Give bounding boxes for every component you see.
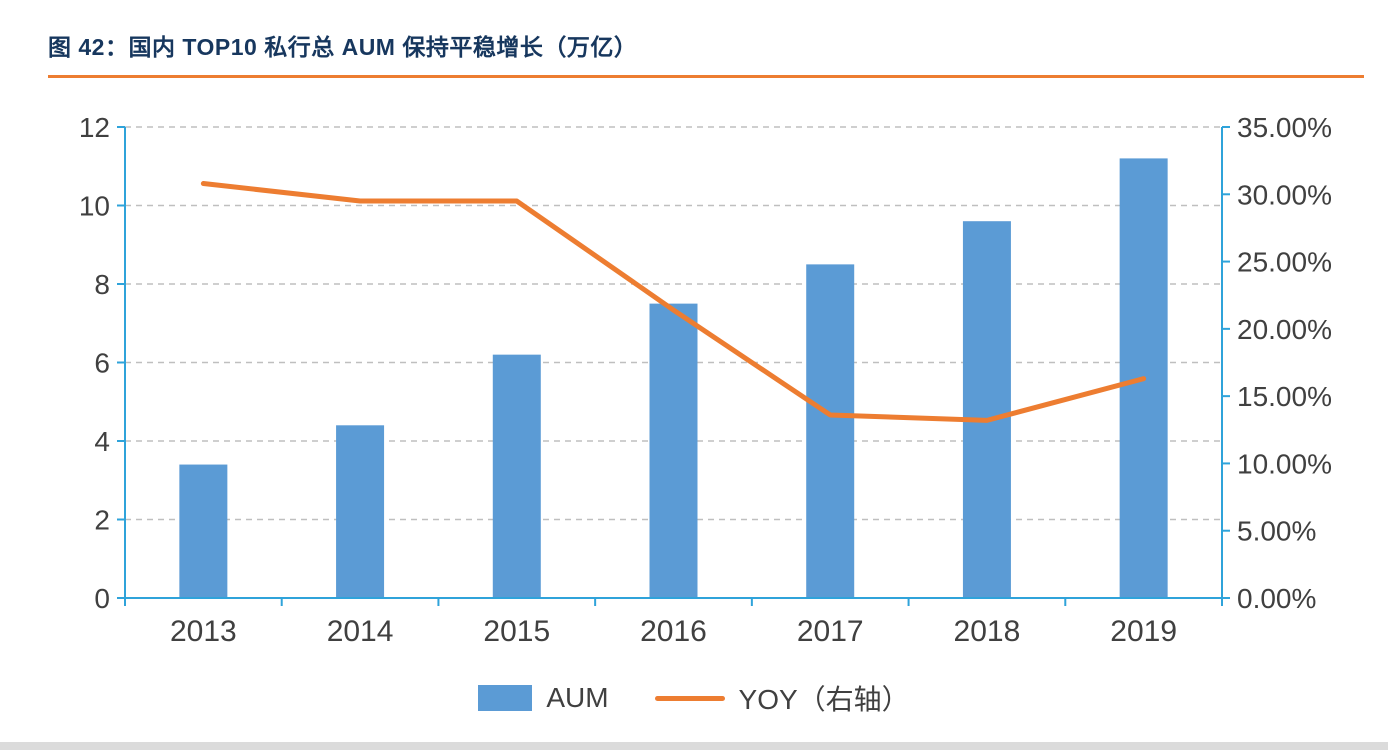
chart-legend: AUM YOY（右轴） [0, 678, 1388, 718]
right-axis-tick-label: 0.00% [1237, 583, 1316, 614]
right-axis-tick-label: 20.00% [1237, 314, 1332, 345]
bar-2018 [962, 221, 1011, 598]
bar-2013 [179, 464, 228, 598]
title-underline [48, 75, 1364, 78]
legend-item-aum: AUM [478, 682, 609, 714]
bar-2017 [806, 264, 855, 598]
figure-header: 图 42：国内 TOP10 私行总 AUM 保持平稳增长（万亿） [0, 0, 1388, 90]
right-axis-tick-label: 10.00% [1237, 448, 1332, 479]
bar-2016 [649, 303, 698, 598]
x-axis-category-label: 2019 [1110, 615, 1177, 648]
left-axis-tick-label: 8 [94, 269, 110, 300]
bar-2015 [492, 354, 541, 598]
left-axis-tick-label: 6 [94, 348, 110, 379]
x-axis-category-label: 2016 [640, 615, 707, 648]
combo-chart: 0 2 4 6 8 10 12 0.00% 5.00% 10.00% 15.00% 20.00% 25.… [79, 112, 1332, 648]
right-axis-tick-label: 25.00% [1237, 247, 1332, 278]
page-bottom-edge [0, 742, 1388, 750]
x-axis-category-label: 2014 [327, 615, 394, 648]
right-axis-tick-label: 15.00% [1237, 381, 1332, 412]
yoy-legend-swatch [654, 695, 725, 701]
x-axis-category-label: 2018 [954, 615, 1021, 648]
bar-2014 [336, 425, 385, 598]
left-axis-tick-label: 12 [79, 112, 110, 143]
right-axis-tick-label: 30.00% [1237, 179, 1332, 210]
aum-legend-label: AUM [546, 682, 609, 713]
yoy-legend-label: YOY（右轴） [738, 684, 910, 715]
left-axis-tick-label: 4 [94, 426, 110, 457]
figure-title: 图 42：国内 TOP10 私行总 AUM 保持平稳增长（万亿） [48, 34, 638, 60]
yoy-line [200, 181, 1147, 423]
left-axis-tick-label: 0 [94, 583, 110, 614]
left-axis-tick-label: 10 [79, 191, 110, 222]
x-axis-category-label: 2017 [797, 615, 864, 648]
legend-item-yoy: YOY（右轴） [654, 678, 910, 718]
right-axis-tick-label: 35.00% [1237, 112, 1332, 143]
x-axis-category-label: 2015 [483, 615, 550, 648]
right-axis-tick-label: 5.00% [1237, 516, 1316, 547]
left-axis-tick-label: 2 [94, 505, 110, 536]
aum-legend-swatch [478, 685, 533, 711]
x-axis-category-label: 2013 [170, 615, 237, 648]
